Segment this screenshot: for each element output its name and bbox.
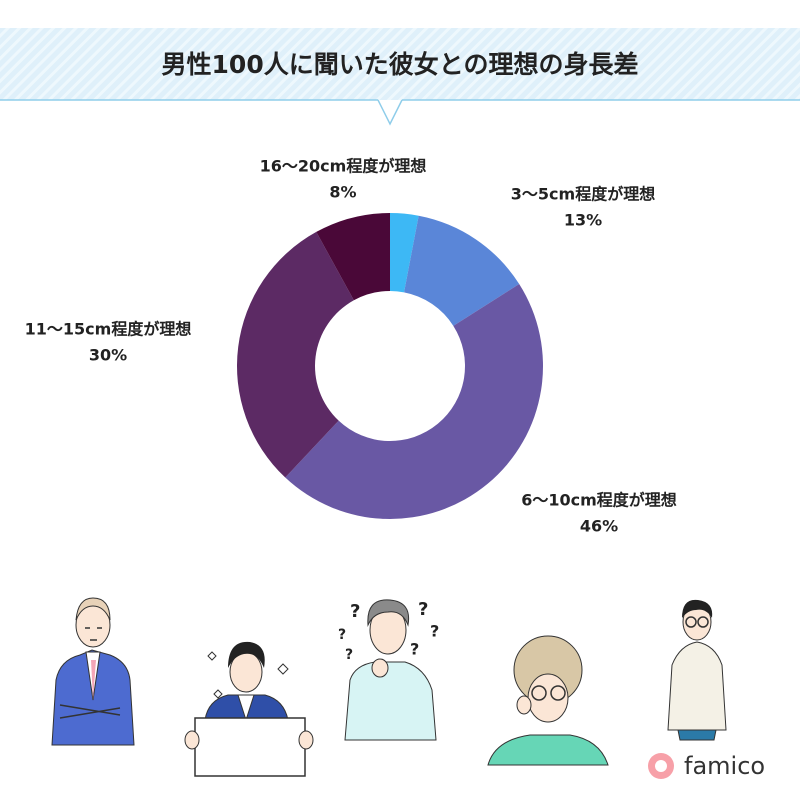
svg-text:?: ? <box>345 647 353 663</box>
illustrations: ? ? ? ? ? ? famico <box>51 597 765 780</box>
slice-value: 13% <box>564 211 602 230</box>
logo: famico <box>648 752 765 780</box>
slice-label: 6〜10cm程度が理想 <box>521 491 677 510</box>
brand: famico <box>684 752 765 780</box>
slice <box>236 231 354 478</box>
slice <box>390 213 419 293</box>
slice-label: 11〜15cm程度が理想 <box>25 320 192 339</box>
slice-label: 16〜20cm程度が理想 <box>260 157 427 176</box>
slice <box>285 284 544 520</box>
donut: 3〜5cm程度が理想 13% 6〜10cm程度が理想 46% 11〜15cm程度が理想 3… <box>25 157 677 536</box>
header: 男性100人に聞いた彼女との理想の身長差 <box>0 28 800 126</box>
slice-value: 30% <box>89 346 127 365</box>
svg-text:?: ? <box>430 622 439 641</box>
slice-value: 46% <box>580 517 618 536</box>
svg-text:?: ? <box>350 601 360 622</box>
svg-text:?: ? <box>410 640 419 659</box>
slice <box>404 215 520 326</box>
slice <box>316 213 390 301</box>
slice-value: 8% <box>329 183 356 202</box>
svg-text:?: ? <box>418 599 428 620</box>
slice-label: 3〜5cm程度が理想 <box>511 185 655 204</box>
svg-text:?: ? <box>338 627 346 643</box>
chart-title: 男性100人に聞いた彼女との理想の身長差 <box>162 50 639 79</box>
